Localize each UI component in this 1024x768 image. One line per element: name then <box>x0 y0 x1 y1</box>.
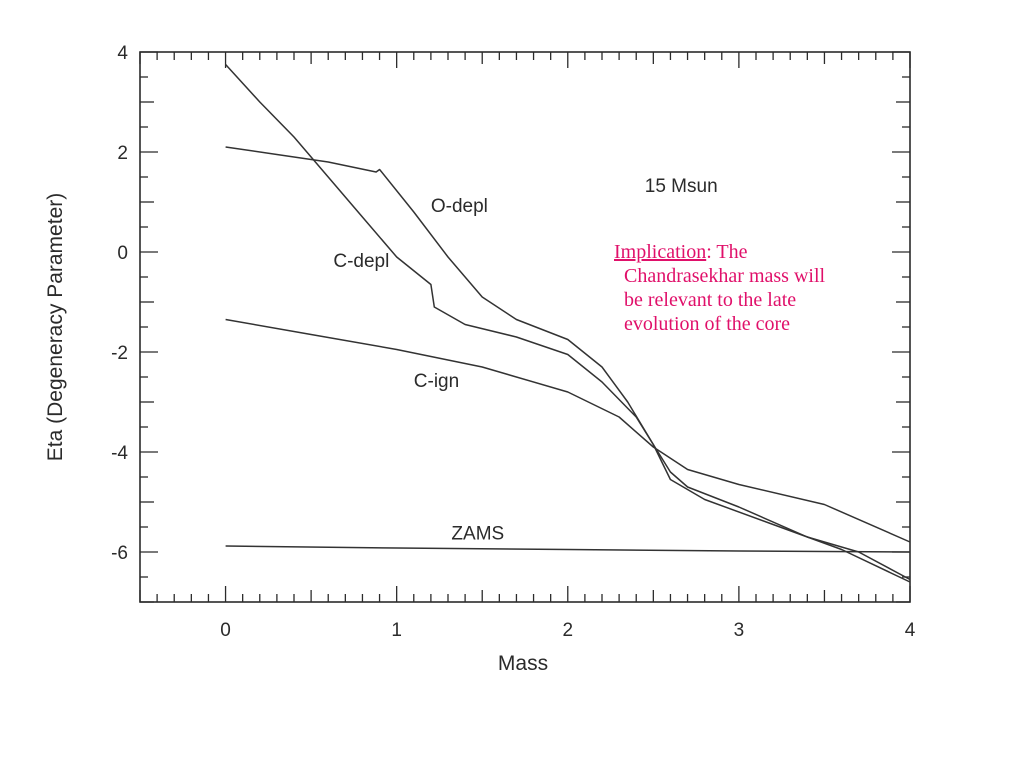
tick-labels: 0 1 2 3 4 4 2 0 -2 -4 -6 <box>111 43 916 641</box>
label-15-msun: 15 Msun <box>645 176 718 197</box>
y-axis-label: Eta (Degeneracy Parameter) <box>44 193 67 461</box>
annotation-line-1: Chandrasekhar mass will <box>624 265 826 287</box>
x-tick-label: 0 <box>220 620 231 641</box>
ticks <box>139 51 911 603</box>
annotation-line-3: evolution of the core <box>624 313 791 335</box>
series-line-c-depl <box>225 63 911 583</box>
x-tick-label: 2 <box>562 620 573 641</box>
x-tick-label: 4 <box>905 620 916 641</box>
x-axis-label: Mass <box>498 652 548 675</box>
series-line-o-depl <box>225 146 911 581</box>
series-line-c-ign <box>225 318 911 543</box>
series-line-zams <box>225 545 911 553</box>
y-tick-label: -2 <box>111 343 128 364</box>
annotation-line-2: be relevant to the late <box>624 289 797 311</box>
y-tick-label: 4 <box>117 43 128 64</box>
label-o-depl: O-depl <box>431 196 488 217</box>
annotation-lead: Implication <box>614 241 707 263</box>
curve-labels: O-depl C-depl C-ign ZAMS 15 Msun <box>333 176 717 545</box>
y-tick-label: -4 <box>111 443 128 464</box>
label-zams: ZAMS <box>451 524 504 545</box>
y-tick-label: 0 <box>117 243 128 264</box>
label-c-depl: C-depl <box>333 251 389 272</box>
label-c-ign: C-ign <box>414 371 459 392</box>
y-tick-label: -6 <box>111 543 128 564</box>
series-group <box>225 63 911 583</box>
implication-annotation: Implication: The Chandrasekhar mass will… <box>614 240 904 336</box>
x-tick-label: 3 <box>734 620 745 641</box>
y-tick-label: 2 <box>117 143 128 164</box>
annotation-lead-rest: : The <box>706 241 748 263</box>
x-tick-label: 1 <box>391 620 402 641</box>
